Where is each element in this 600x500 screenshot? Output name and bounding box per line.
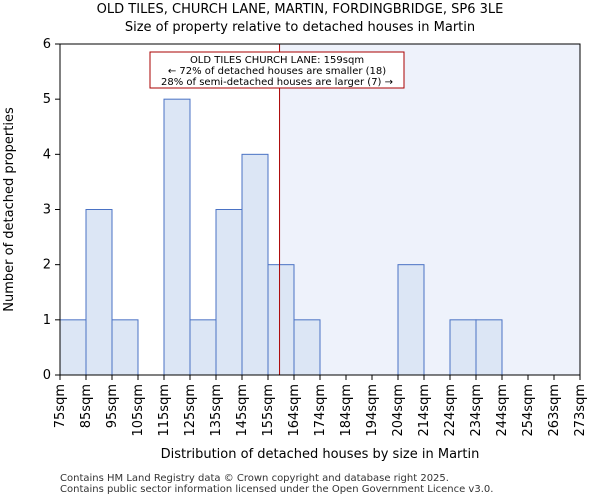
x-tick-label: 145sqm [235,384,250,437]
annotation-box: OLD TILES CHURCH LANE: 159sqm ← 72% of d… [149,51,405,89]
x-axis-ticks: 75sqm 85sqm 95sqm 105sqm 115sqm 125sqm 135sqm 1… [53,375,588,437]
bar-95sqm [111,319,139,376]
y-axis-label: Number of detached properties [2,107,17,312]
bar-125sqm [189,319,217,376]
y-tick-label: 0 [43,368,51,383]
x-tick-label: 244sqm [495,384,510,437]
y-tick-label: 1 [43,313,51,328]
y-tick-label: 3 [43,203,51,218]
y-tick-label: 2 [43,258,51,273]
chart-title: OLD TILES, CHURCH LANE, MARTIN, FORDINGB… [96,2,504,17]
bar-115sqm [163,98,191,376]
y-axis-ticks: 0 1 2 3 4 5 6 [43,37,60,383]
x-tick-label: 204sqm [391,384,406,437]
x-tick-label: 273sqm [573,384,588,437]
y-tick-label: 5 [43,92,51,107]
bar-164sqm [293,319,321,376]
bar-204sqm [397,264,425,376]
bars-group [59,98,503,376]
x-tick-label: 254sqm [521,384,536,437]
footer-licence: Contains public sector information licen… [60,484,494,495]
x-axis-label: Distribution of detached houses by size … [161,447,480,462]
y-tick-label: 4 [43,147,51,162]
x-tick-label: 95sqm [105,384,120,428]
annotation-border [149,51,405,89]
y-tick-label: 6 [43,37,51,52]
bar-224sqm [449,319,477,376]
x-tick-label: 164sqm [287,384,302,437]
x-tick-label: 184sqm [339,384,354,437]
chart-subtitle: Size of property relative to detached ho… [124,20,476,35]
bar-85sqm [85,209,113,376]
x-tick-label: 155sqm [261,384,276,437]
bar-145sqm [241,153,269,376]
x-tick-label: 75sqm [53,384,68,428]
bar-135sqm [215,209,243,376]
x-tick-label: 125sqm [183,384,198,437]
annotation-line-1: OLD TILES CHURCH LANE: 159sqm [190,55,364,66]
x-tick-label: 85sqm [79,384,94,428]
bar-155sqm [267,264,295,376]
annotation-line-2: ← 72% of detached houses are smaller (18… [168,66,386,77]
x-tick-label: 234sqm [469,384,484,437]
x-tick-label: 224sqm [443,384,458,437]
x-tick-label: 194sqm [365,384,380,437]
x-tick-label: 135sqm [209,384,224,437]
x-tick-label: 105sqm [131,384,146,437]
bar-75sqm [59,319,87,376]
x-tick-label: 214sqm [417,384,432,437]
bar-234sqm [475,319,503,376]
footer-copyright: Contains HM Land Registry data © Crown c… [60,473,449,484]
x-tick-label: 115sqm [157,384,172,437]
larger-region-highlight [279,44,580,375]
x-tick-label: 263sqm [547,384,562,437]
x-tick-label: 174sqm [313,384,328,437]
annotation-line-3: 28% of semi-detached houses are larger (… [161,77,393,88]
